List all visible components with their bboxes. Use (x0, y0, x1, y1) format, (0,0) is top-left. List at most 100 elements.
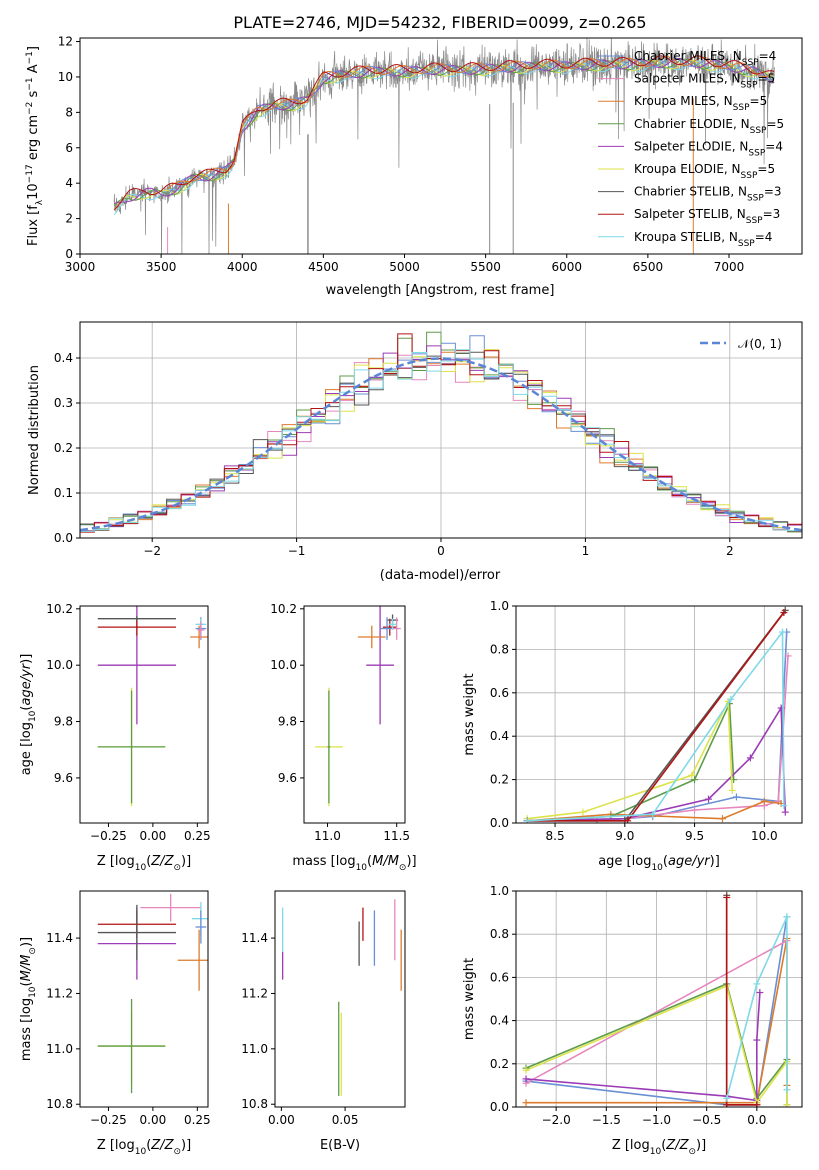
y-tick-label: 0.0 (490, 816, 509, 830)
legend-entry: Salpeter ELODIE, NSSP=4 (634, 139, 783, 158)
legend-entry-part: =3 (764, 185, 782, 199)
y-axis-label-part: )] (19, 937, 34, 947)
x-tick-label: 0.00 (140, 1113, 167, 1127)
x-axis-label-part: M/M (372, 854, 399, 869)
x-tick-label: 11.0 (314, 829, 341, 843)
y-axis-label-part: A (26, 64, 41, 77)
x-axis-label: Z [log10(Z/Z⊙)] (97, 1138, 191, 1157)
weight-lines (523, 606, 792, 823)
y-axis-label-part: ( (19, 981, 34, 986)
legend-entry: Salpeter MILES, NSSP=5 (634, 72, 775, 91)
x-axis-label-part: 10 (651, 863, 663, 873)
y-tick-label: 0.2 (490, 773, 509, 787)
y-tick-label: 11.2 (46, 986, 73, 1000)
age-vs-mass-panel: 11.0 11.5 9.6 9.8 10.0 10.2 (270, 602, 410, 843)
y-tick-label: 2 (65, 212, 73, 226)
x-axis-label-part: ( (367, 854, 372, 869)
legend-entry: Kroupa ELODIE, NSSP=5 (634, 162, 775, 181)
axes-frame (515, 605, 803, 824)
x-tick-label: 0.25 (184, 1113, 211, 1127)
y-tick-label: 11.4 (241, 931, 268, 945)
x-tick-label: −0.5 (692, 1113, 721, 1127)
y-tick-label: 0.6 (490, 686, 509, 700)
y-axis-label-part: erg cm (26, 115, 41, 164)
x-axis-label: mass [log10(M/M⊙)] (292, 854, 416, 873)
weight-line (527, 629, 785, 822)
y-tick-label: 0.0 (490, 1100, 509, 1114)
y-axis-label-part: 10 (28, 986, 38, 998)
y-axis-label: Flux [fλ10−17 erg cm−2 s−1 A−1] (25, 46, 45, 246)
legend-entry-part: =5 (757, 72, 775, 86)
y-tick-label: 9.8 (278, 715, 297, 729)
x-tick-label: −1 (288, 544, 306, 558)
y-tick-label: 0.8 (490, 642, 509, 656)
model-spectrum-line (167, 56, 775, 190)
y-tick-label: 1.0 (490, 884, 509, 898)
legend-entry: Kroupa MILES, NSSP=5 (634, 94, 767, 113)
spectrum-lines (113, 38, 775, 254)
y-axis-label-part: ( (19, 706, 34, 711)
histograms (80, 331, 802, 533)
axes-frame (515, 890, 803, 1108)
weight-lines (522, 891, 791, 1107)
y-tick-label: 0.6 (490, 970, 509, 984)
y-axis-label-part: −17 (25, 164, 35, 183)
y-tick-label: 8 (65, 105, 73, 119)
x-axis-label-part: ( (663, 854, 668, 869)
y-tick-label: 0.4 (490, 1014, 509, 1028)
y-axis-label-part: age/yr (19, 662, 34, 705)
error-bars (281, 899, 402, 1096)
y-tick-label: 0.2 (490, 1057, 509, 1071)
weight-line (525, 939, 788, 1084)
legend-entry: Chabrier ELODIE, NSSP=5 (634, 117, 784, 136)
x-tick-label: −0.25 (90, 1113, 127, 1127)
y-axis-label-part: λ (35, 199, 45, 205)
x-axis-label: Z [log10(Z/Z⊙)] (97, 854, 191, 873)
weight-line (527, 609, 786, 822)
y-tick-label: 0.3 (54, 396, 73, 410)
x-tick-label: 0.05 (332, 1113, 359, 1127)
legend-entry-part: SSP (738, 239, 755, 249)
chart-title: PLATE=2746, MJD=54232, FIBERID=0099, z=0… (233, 13, 646, 32)
y-tick-label: 0.1 (54, 486, 73, 500)
legend-entry-part: SSP (748, 148, 765, 158)
weight-line (525, 992, 761, 1102)
legend-entry-part: SSP (733, 103, 750, 113)
x-tick-label: 9.5 (685, 829, 704, 843)
x-tick-label: −1.0 (642, 1113, 671, 1127)
axes-frame (79, 605, 209, 824)
y-tick-label: 11.2 (241, 986, 268, 1000)
weight-line (527, 705, 787, 822)
legend-entry-part: Chabrier ELODIE, N (634, 117, 750, 131)
histogram-step (80, 349, 802, 532)
y-tick-label: 10.0 (46, 658, 73, 672)
x-axis-label-part: )] (696, 1138, 706, 1153)
y-tick-label: 10.2 (46, 602, 73, 616)
x-tick-label: 2 (726, 544, 734, 558)
y-tick-label: 10 (58, 70, 73, 84)
x-axis-label-part: )] (710, 854, 720, 869)
x-axis-label-part: )] (406, 854, 416, 869)
legend-entry-part: SSP (750, 126, 767, 136)
axes-frame (79, 890, 209, 1108)
x-tick-label: 6500 (633, 260, 664, 274)
legend-entry-part: =5 (757, 162, 775, 176)
y-axis-label-part: age [log (19, 722, 34, 775)
y-tick-label: 11.0 (46, 1042, 73, 1056)
y-tick-label: 1.0 (490, 599, 509, 613)
x-tick-label: 4500 (308, 260, 339, 274)
x-axis-label-part: ⊙ (173, 1147, 181, 1157)
y-tick-label: 10.2 (270, 602, 297, 616)
y-tick-label: 4 (65, 176, 73, 190)
weight-vs-Z-panel: −2.0 −1.5 −1.0 −0.5 0.0 0.0 0.2 0.4 0.6 0.8 1.0 (490, 884, 803, 1127)
x-axis-label-part: 10 (650, 1147, 662, 1157)
y-axis-label-part: )] (19, 654, 34, 664)
y-tick-label: 0.0 (54, 531, 73, 545)
x-tick-label: 1 (582, 544, 590, 558)
y-axis-label: mass weight (462, 958, 477, 1040)
x-tick-label: 0.00 (140, 829, 167, 843)
x-tick-label: 3500 (146, 260, 177, 274)
y-tick-label: 0 (65, 247, 73, 261)
y-axis-label-part: mass [log (19, 998, 34, 1061)
